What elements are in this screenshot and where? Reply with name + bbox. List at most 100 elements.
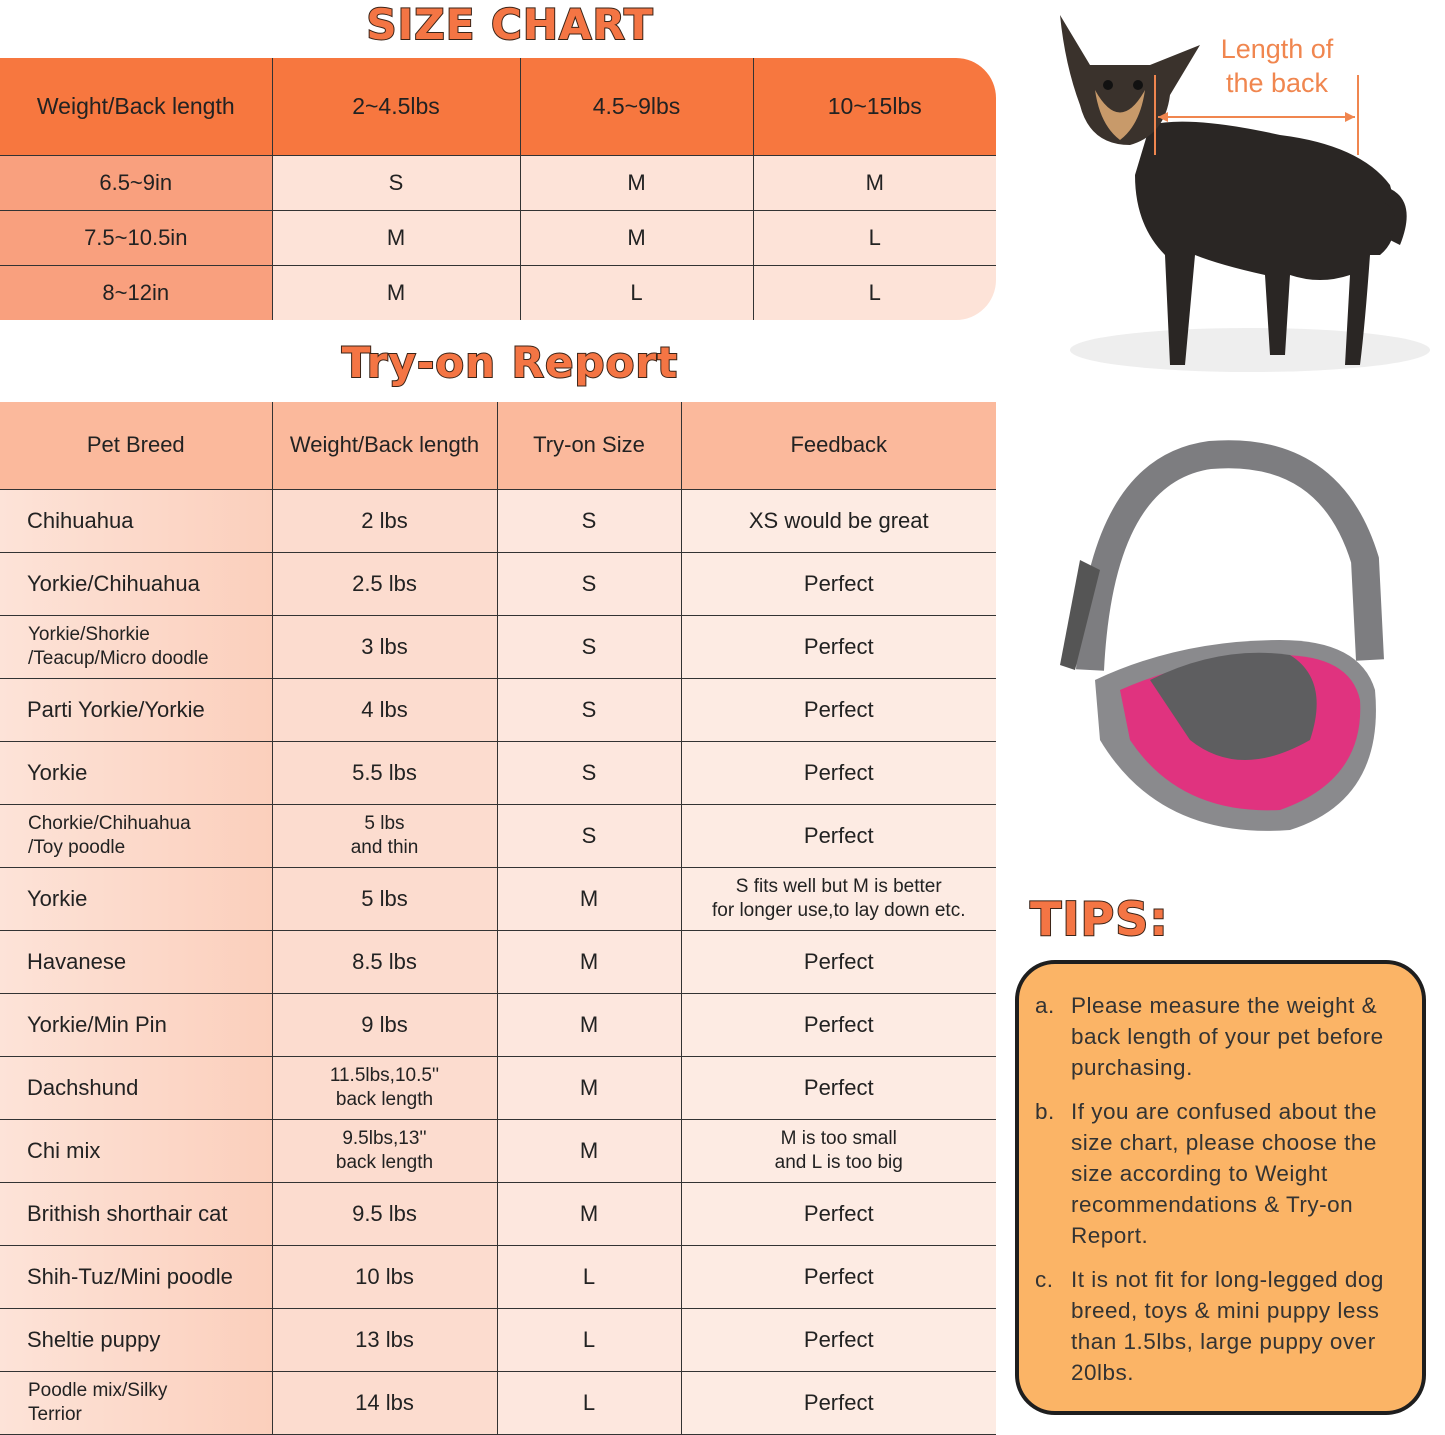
table-cell: 9.5 lbs (272, 1182, 498, 1246)
table-cell: M (497, 867, 682, 931)
tryon-report-table: Pet Breed Weight/Back length Try-on Size Fe… (0, 402, 996, 1435)
tip-text: It is not fit for long-legged dog breed,… (1071, 1267, 1384, 1385)
column-header: Try-on Size (497, 402, 682, 490)
table-cell: 6.5~9in (0, 155, 273, 211)
table-cell: Yorkie/Shorkie /Teacup/Micro doodle (0, 615, 273, 679)
table-cell: L (497, 1308, 682, 1372)
column-header: Feedback (681, 402, 996, 490)
table-cell: L (753, 265, 996, 320)
table-row: Chorkie/Chihuahua /Toy poodle 5 lbs and t… (0, 804, 996, 868)
table-cell: 5.5 lbs (272, 741, 498, 805)
table-cell: Shih-Tuz/Mini poodle (0, 1245, 273, 1309)
table-cell: Parti Yorkie/Yorkie (0, 678, 273, 742)
table-row: Yorkie 5.5 lbs S Perfect (0, 741, 996, 805)
table-cell: 5 lbs (272, 867, 498, 931)
table-cell: Havanese (0, 930, 273, 994)
table-cell: Poodle mix/Silky Terrior (0, 1371, 273, 1435)
table-cell: 8~12in (0, 265, 273, 320)
table-cell: Sheltie puppy (0, 1308, 273, 1372)
tip-text: Please measure the weight & back length … (1071, 993, 1384, 1080)
table-cell: M (497, 993, 682, 1057)
table-cell: Yorkie/Chihuahua (0, 552, 273, 616)
table-cell: 5 lbs and thin (272, 804, 498, 868)
table-cell: 8.5 lbs (272, 930, 498, 994)
table-cell: 3 lbs (272, 615, 498, 679)
table-row: Yorkie/Min Pin 9 lbs M Perfect (0, 993, 996, 1057)
strap-buckle (1060, 560, 1100, 670)
column-header: 10~15lbs (753, 58, 996, 156)
size-chart-table: Weight/Back length 2~4.5lbs 4.5~9lbs 10~15l… (0, 58, 996, 320)
table-cell: 14 lbs (272, 1371, 498, 1435)
table-row: Sheltie puppy 13 lbs L Perfect (0, 1308, 996, 1372)
table-row: Brithish shorthair cat 9.5 lbs M Perfect (0, 1182, 996, 1246)
table-cell: Yorkie (0, 867, 273, 931)
table-row: 8~12in M L L (0, 265, 996, 320)
table-cell: 2 lbs (272, 489, 498, 553)
tip-b: b. If you are confused about the size cha… (1035, 1096, 1408, 1251)
table-cell: Perfect (681, 1182, 996, 1246)
table-cell: S (497, 741, 682, 805)
table-row: Yorkie/Shorkie /Teacup/Micro doodle 3 lbs… (0, 615, 996, 679)
table-cell: Chi mix (0, 1119, 273, 1183)
table-cell: Perfect (681, 993, 996, 1057)
tip-letter: a. (1035, 993, 1055, 1018)
table-row: Shih-Tuz/Mini poodle 10 lbs L Perfect (0, 1245, 996, 1309)
table-cell: M (520, 155, 754, 211)
tip-text: If you are confused about the size chart… (1071, 1099, 1377, 1248)
bag-opening-mesh (1150, 652, 1317, 760)
table-cell: M (753, 155, 996, 211)
table-cell: M (497, 1119, 682, 1183)
table-cell: XS would be great (681, 489, 996, 553)
table-cell: 9.5lbs,13'' back length (272, 1119, 498, 1183)
table-cell: Dachshund (0, 1056, 273, 1120)
table-cell: S (497, 804, 682, 868)
table-cell: S (497, 489, 682, 553)
table-cell: 4 lbs (272, 678, 498, 742)
table-cell: M (497, 1182, 682, 1246)
table-cell: Perfect (681, 804, 996, 868)
table-cell: M (272, 265, 521, 320)
dog-body (1135, 121, 1396, 366)
tryon-report-title: Try-on Report (341, 337, 679, 388)
table-row: Yorkie 5 lbs M S fits well but M is better … (0, 867, 996, 931)
table-cell: S fits well but M is better for longer u… (681, 867, 996, 931)
tips-box: a. Please measure the weight & back lengt… (1015, 960, 1426, 1415)
table-row: Chi mix 9.5lbs,13'' back length M M is too … (0, 1119, 996, 1183)
table-row: Dachshund 11.5lbs,10.5'' back length M Perf… (0, 1056, 996, 1120)
table-cell: 11.5lbs,10.5'' back length (272, 1056, 498, 1120)
table-row: Yorkie/Chihuahua 2.5 lbs S Perfect (0, 552, 996, 616)
dog-shadow (1070, 328, 1430, 372)
table-cell: Perfect (681, 552, 996, 616)
tip-c: c. It is not fit for long-legged dog bree… (1035, 1264, 1408, 1388)
table-cell: Chihuahua (0, 489, 273, 553)
tip-a: a. Please measure the weight & back lengt… (1035, 990, 1408, 1083)
tips-title: TIPS: (1029, 891, 1169, 947)
column-header: 2~4.5lbs (272, 58, 521, 156)
column-header: Weight/Back length (272, 402, 498, 490)
table-cell: M is too small and L is too big (681, 1119, 996, 1183)
back-length-label: Length of the back (1220, 34, 1334, 98)
dog-photo (1060, 15, 1430, 372)
table-cell: M (497, 930, 682, 994)
table-cell: Perfect (681, 930, 996, 994)
table-cell: Perfect (681, 1056, 996, 1120)
table-cell: Chorkie/Chihuahua /Toy poodle (0, 804, 273, 868)
table-cell: L (497, 1371, 682, 1435)
table-cell: M (497, 1056, 682, 1120)
table-cell: Perfect (681, 615, 996, 679)
table-cell: M (272, 210, 521, 266)
column-header: 4.5~9lbs (520, 58, 754, 156)
tip-letter: c. (1035, 1267, 1054, 1292)
dog-head (1060, 15, 1200, 145)
bag-strap (1076, 440, 1384, 671)
column-header: Weight/Back length (0, 58, 273, 156)
header-row: Weight/Back length 2~4.5lbs 4.5~9lbs 10~15l… (0, 58, 996, 156)
table-cell: Perfect (681, 741, 996, 805)
table-cell: Yorkie/Min Pin (0, 993, 273, 1057)
pet-sling-bag-photo (1060, 440, 1384, 831)
table-cell: 10 lbs (272, 1245, 498, 1309)
table-cell: Brithish shorthair cat (0, 1182, 273, 1246)
table-cell: Perfect (681, 1308, 996, 1372)
table-cell: Perfect (681, 1371, 996, 1435)
table-cell: Perfect (681, 678, 996, 742)
